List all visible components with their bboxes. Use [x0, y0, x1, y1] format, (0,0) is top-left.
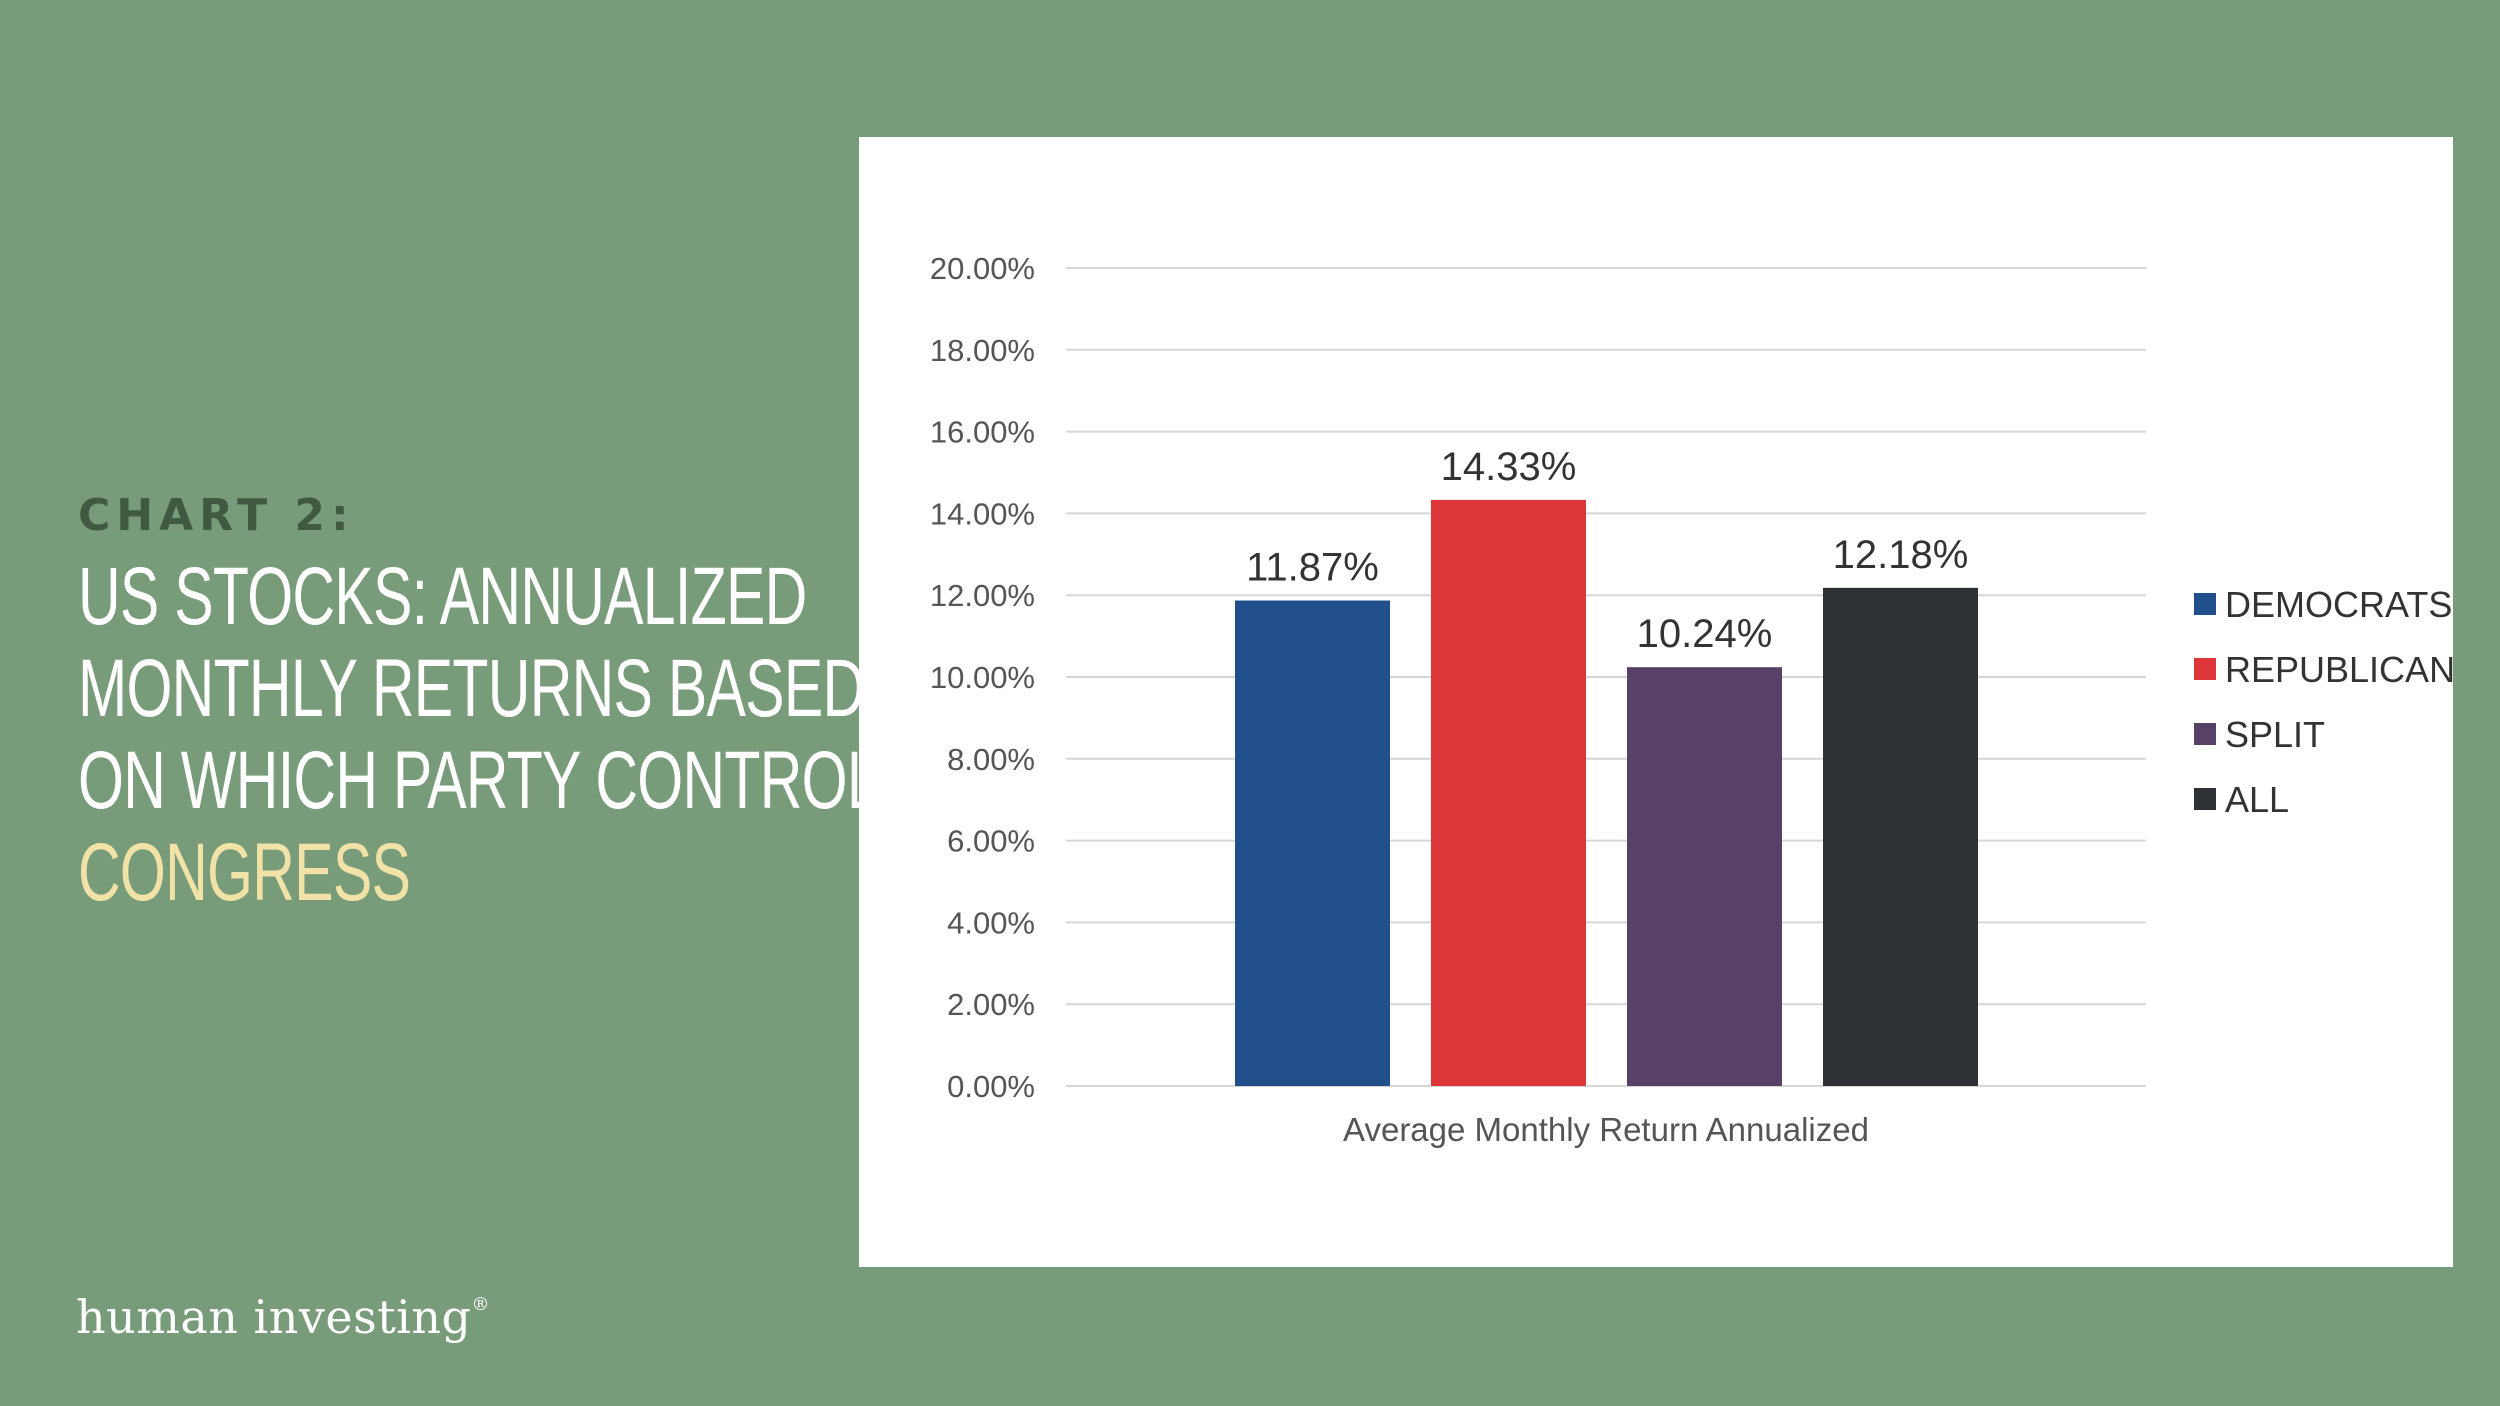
y-tick-label: 0.00%: [947, 1069, 1035, 1104]
y-tick-label: 12.00%: [930, 578, 1035, 613]
legend-swatch: [2194, 788, 2216, 810]
bar-chart: 0.00% 2.00% 4.00% 6.00% 8.00% 10.00% 12.00% 14.…: [930, 251, 2453, 1148]
chart-title-highlight: CONGRESS: [78, 827, 411, 918]
brand-name: human investing: [76, 1290, 472, 1344]
bar-split: [1627, 667, 1782, 1086]
chart-title-line-3: ON WHICH PARTY CONTROLS: [78, 735, 918, 826]
chart-title-line-2: MONTHLY RETURNS BASED: [78, 643, 865, 734]
legend-label: SPLIT: [2225, 714, 2325, 755]
bar-republicans: [1431, 499, 1586, 1086]
legend-swatch: [2194, 593, 2216, 615]
data-label: 12.18%: [1833, 533, 1969, 577]
data-label: 14.33%: [1441, 445, 1577, 489]
x-category-label: Average Monthly Return Annualized: [1343, 1111, 1869, 1148]
heading-panel: CHART 2: US STOCKS: ANNUALIZED MONTHLY R…: [78, 490, 918, 919]
legend-label: DEMOCRATS: [2225, 584, 2452, 625]
y-tick-label: 2.00%: [947, 987, 1035, 1022]
chart-title-line-1: US STOCKS: ANNUALIZED: [78, 551, 807, 642]
y-tick-label: 18.00%: [930, 333, 1035, 368]
chart-number-label: CHART 2:: [78, 490, 355, 541]
legend-swatch: [2194, 723, 2216, 745]
y-tick-label: 14.00%: [930, 496, 1035, 531]
y-tick-label: 4.00%: [947, 905, 1035, 940]
y-tick-label: 20.00%: [930, 251, 1035, 286]
brand-logo: human investing®: [76, 1290, 490, 1344]
y-tick-label: 16.00%: [930, 415, 1035, 450]
y-tick-label: 6.00%: [947, 824, 1035, 859]
data-label: 10.24%: [1637, 612, 1773, 656]
legend-label: ALL: [2225, 779, 2289, 820]
data-label: 11.87%: [1246, 546, 1379, 590]
registered-mark: ®: [471, 1294, 490, 1315]
bar-all: [1823, 587, 1978, 1086]
chart-card: 0.00% 2.00% 4.00% 6.00% 8.00% 10.00% 12.00% 14.…: [859, 137, 2453, 1267]
y-tick-label: 8.00%: [947, 742, 1035, 777]
bar-democrats: [1235, 600, 1390, 1086]
y-tick-label: 10.00%: [930, 660, 1035, 695]
legend-swatch: [2194, 658, 2216, 680]
